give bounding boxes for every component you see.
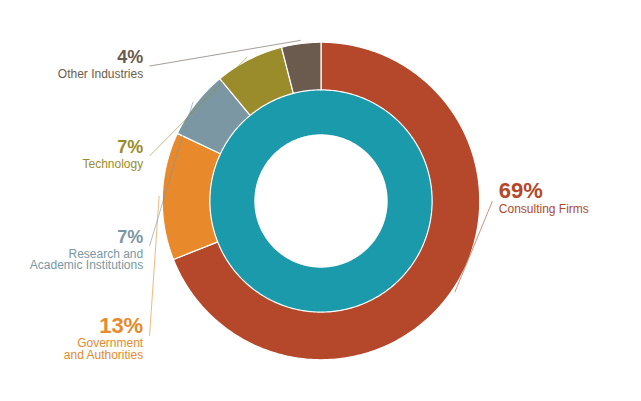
svg-text:7%: 7%	[117, 137, 143, 157]
svg-text:13%: 13%	[99, 313, 143, 338]
svg-text:4%: 4%	[117, 47, 143, 67]
svg-text:7%: 7%	[117, 227, 143, 247]
svg-text:Technology: Technology	[82, 157, 143, 171]
svg-text:Other Industries: Other Industries	[58, 67, 143, 81]
svg-text:Research andAcademic Instituti: Research andAcademic Institutions	[30, 246, 143, 272]
svg-text:Governmentand Authorities: Governmentand Authorities	[64, 336, 144, 362]
svg-text:Consulting Firms: Consulting Firms	[499, 202, 589, 216]
svg-text:69%: 69%	[499, 178, 543, 203]
